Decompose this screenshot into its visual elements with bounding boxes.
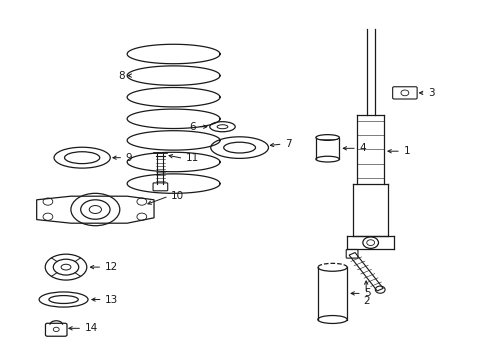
Text: 11: 11	[185, 153, 199, 163]
Text: 1: 1	[403, 146, 409, 156]
Text: 13: 13	[105, 294, 118, 305]
Text: 9: 9	[125, 153, 132, 163]
Text: 4: 4	[359, 143, 366, 153]
Text: 6: 6	[188, 122, 195, 132]
Text: 3: 3	[427, 88, 434, 98]
Text: 10: 10	[171, 191, 184, 201]
Text: 7: 7	[285, 139, 291, 149]
Text: 14: 14	[84, 323, 98, 333]
Text: 5: 5	[364, 288, 370, 298]
Text: 2: 2	[362, 296, 369, 306]
Text: 8: 8	[118, 71, 124, 81]
Text: 12: 12	[104, 262, 118, 272]
